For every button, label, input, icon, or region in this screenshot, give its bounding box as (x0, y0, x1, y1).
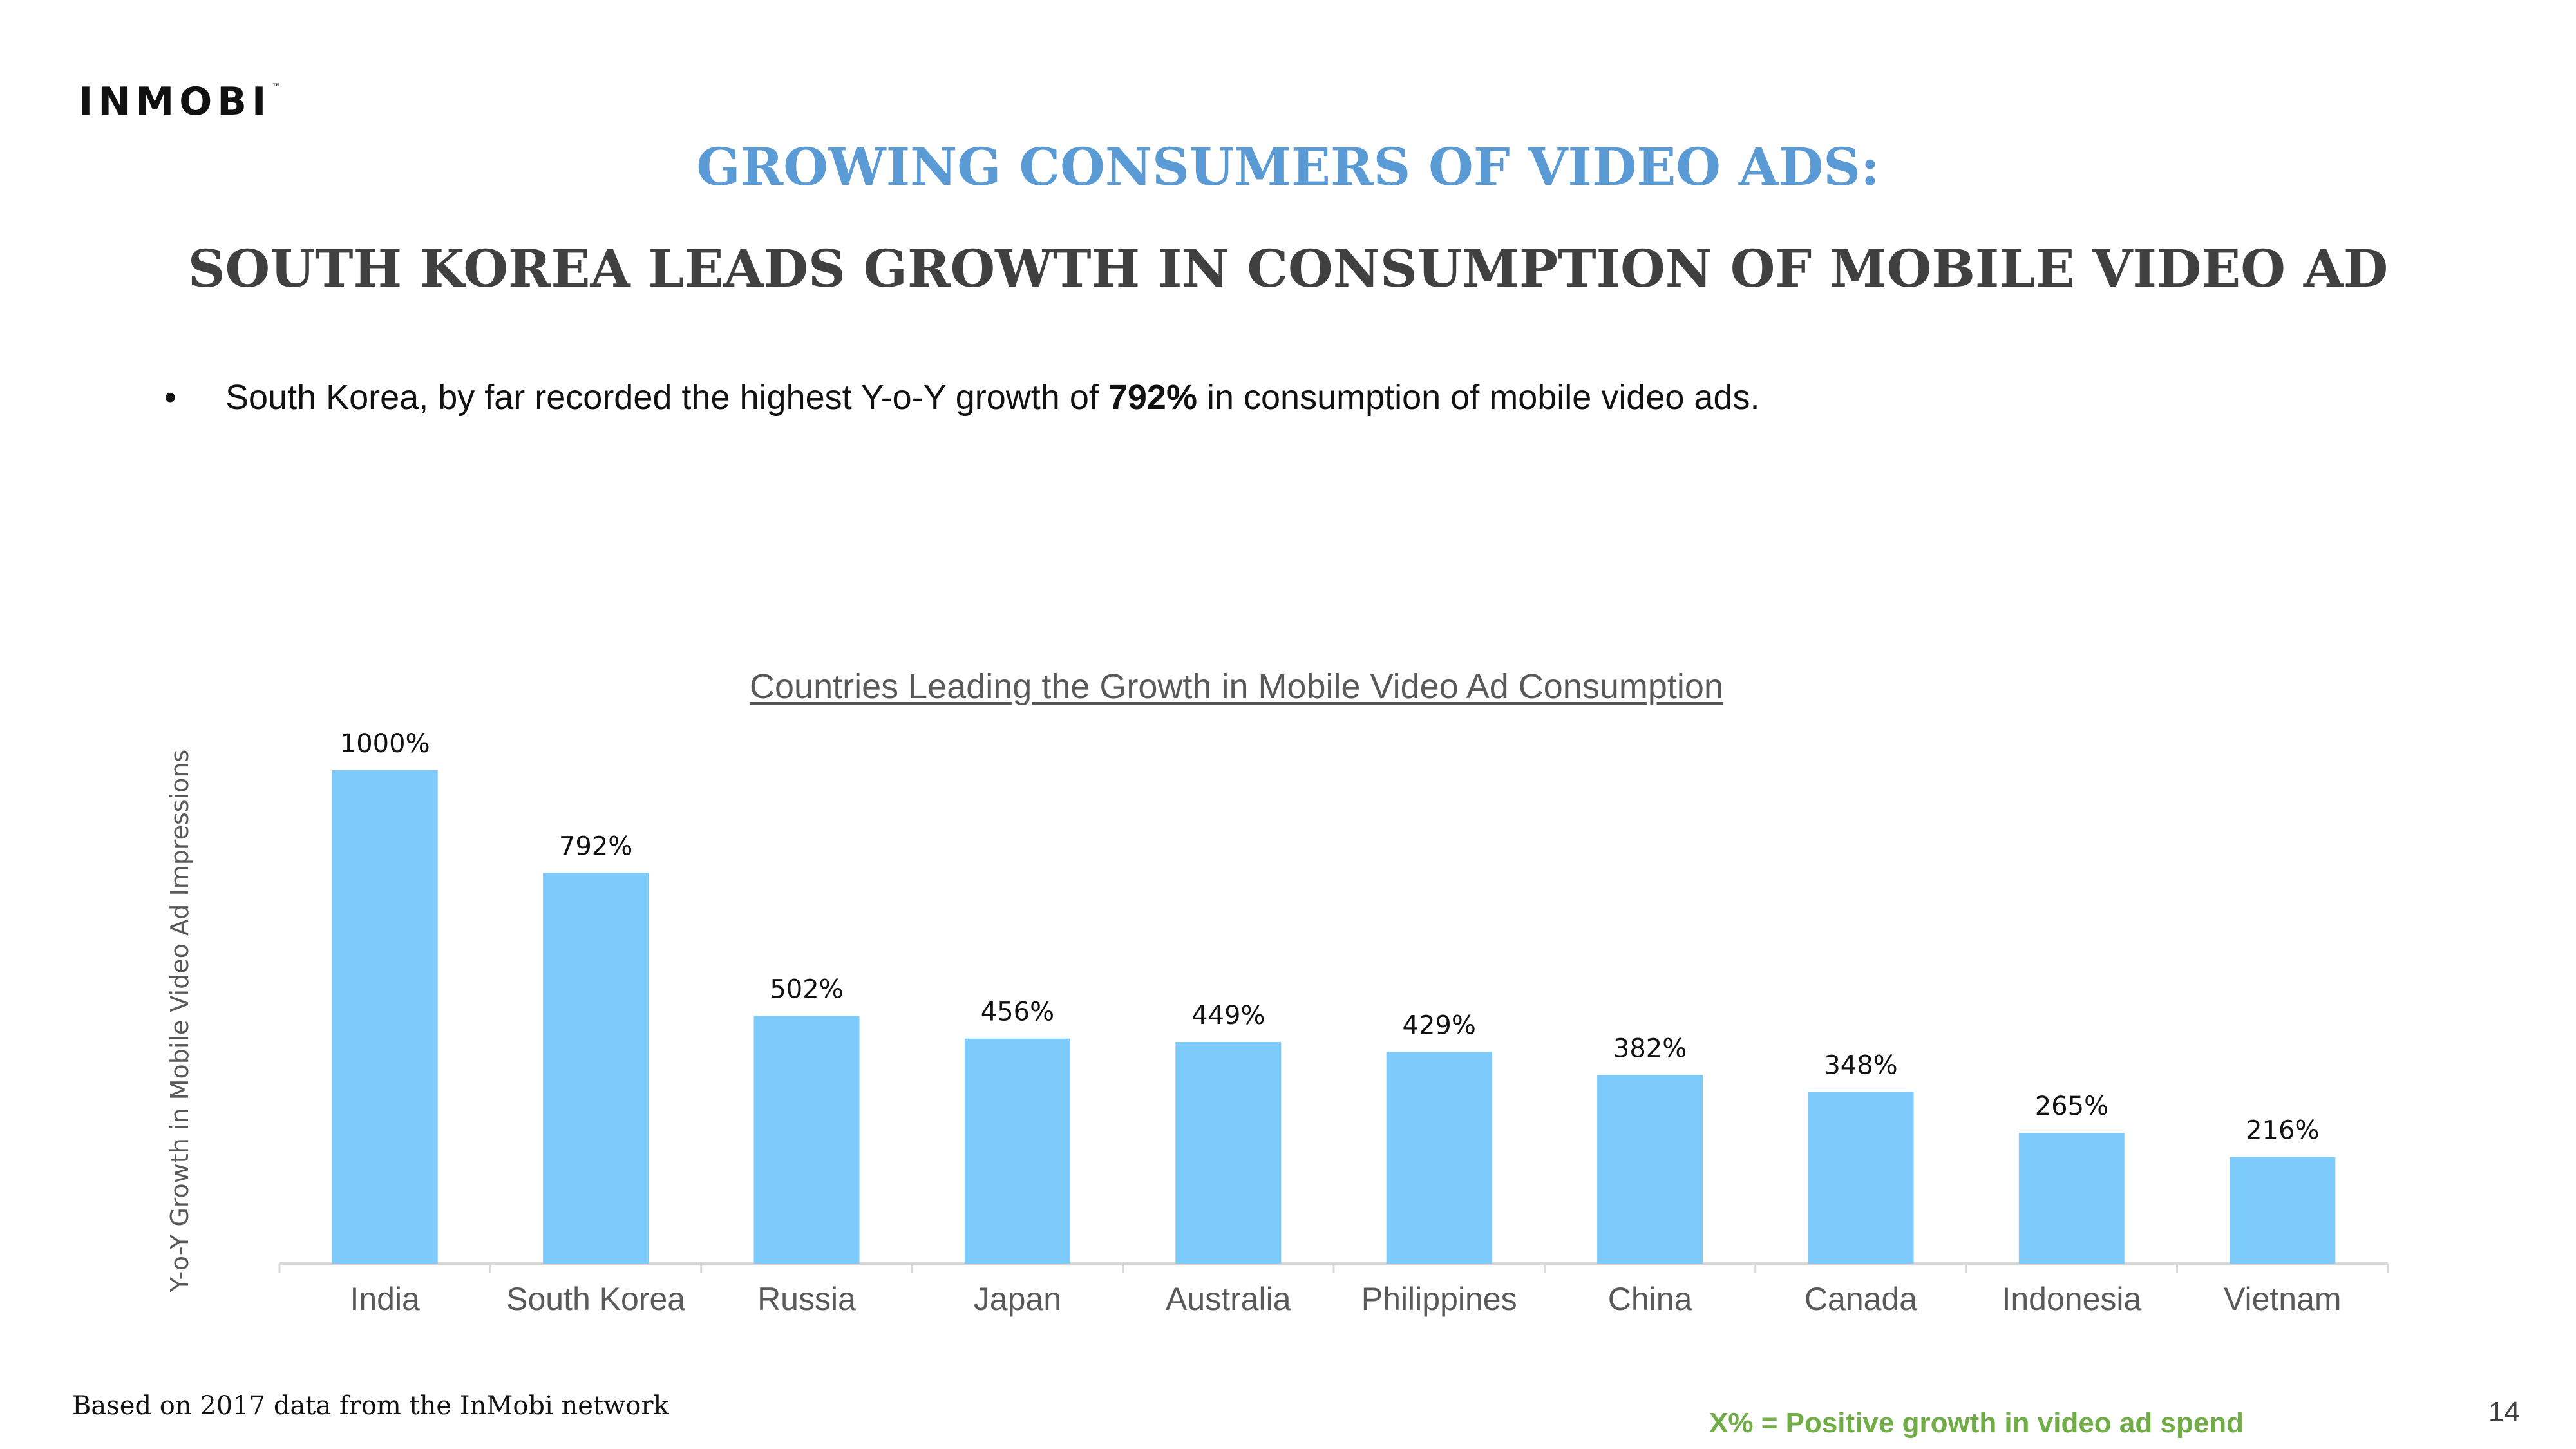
data-label: 265% (2035, 1092, 2108, 1121)
x-tick-label: Indonesia (2002, 1281, 2141, 1317)
data-label: 792% (559, 831, 632, 861)
page-number: 14 (2488, 1396, 2520, 1428)
page-title: GROWING CONSUMERS OF VIDEO ADS: (696, 137, 1880, 197)
bar-india (332, 770, 438, 1264)
x-tick-label: Japan (974, 1281, 1061, 1317)
bar-philippines (1386, 1052, 1492, 1264)
bar-south-korea (543, 873, 649, 1264)
data-label: 348% (1824, 1050, 1897, 1080)
logo-trademark: ™ (271, 81, 282, 93)
data-label: 1000% (340, 729, 430, 759)
bullet-text-suffix: in consumption of mobile video ads. (1197, 378, 1760, 417)
x-tick-label: Philippines (1361, 1281, 1517, 1317)
x-tick-label: India (350, 1281, 420, 1317)
bar-china (1597, 1075, 1703, 1264)
data-label: 216% (2246, 1116, 2319, 1146)
x-tick-label: South Korea (506, 1281, 685, 1317)
inmobi-logo: INMOBI™ (79, 79, 282, 124)
bullet-text-prefix: South Korea, by far recorded the highest… (225, 378, 1108, 417)
data-label: 502% (770, 974, 843, 1004)
x-tick-label: Australia (1166, 1281, 1291, 1317)
page-subtitle: SOUTH KOREA LEADS GROWTH IN CONSUMPTION … (187, 238, 2389, 299)
data-label: 456% (981, 998, 1054, 1027)
bullet-symbol: • (164, 378, 176, 417)
legend-note: X% = Positive growth in video ad spend (1709, 1407, 2244, 1439)
bar-russia (753, 1016, 860, 1264)
bar-canada (1808, 1092, 1914, 1264)
y-axis-label: Y-o-Y Growth in Mobile Video Ad Impressi… (166, 750, 194, 1293)
data-label: 449% (1191, 1001, 1265, 1030)
bullet-highlight: 792% (1108, 378, 1197, 417)
logo-text: INMOBI (79, 79, 272, 124)
bar-vietnam (2230, 1157, 2336, 1264)
bar-japan (964, 1038, 1070, 1264)
data-label: 382% (1613, 1034, 1687, 1063)
x-tick-label: Canada (1804, 1281, 1917, 1317)
x-tick-label: Russia (757, 1281, 856, 1317)
bar-australia (1175, 1042, 1282, 1264)
bar-indonesia (2018, 1133, 2125, 1264)
x-tick-label: China (1608, 1281, 1692, 1317)
data-label: 429% (1403, 1010, 1476, 1040)
data-source-note: Based on 2017 data from the InMobi netwo… (72, 1391, 669, 1421)
chart-title: Countries Leading the Growth in Mobile V… (750, 667, 1723, 706)
bullet-point: • South Korea, by far recorded the highes… (164, 377, 1759, 417)
x-tick-label: Vietnam (2224, 1281, 2342, 1317)
